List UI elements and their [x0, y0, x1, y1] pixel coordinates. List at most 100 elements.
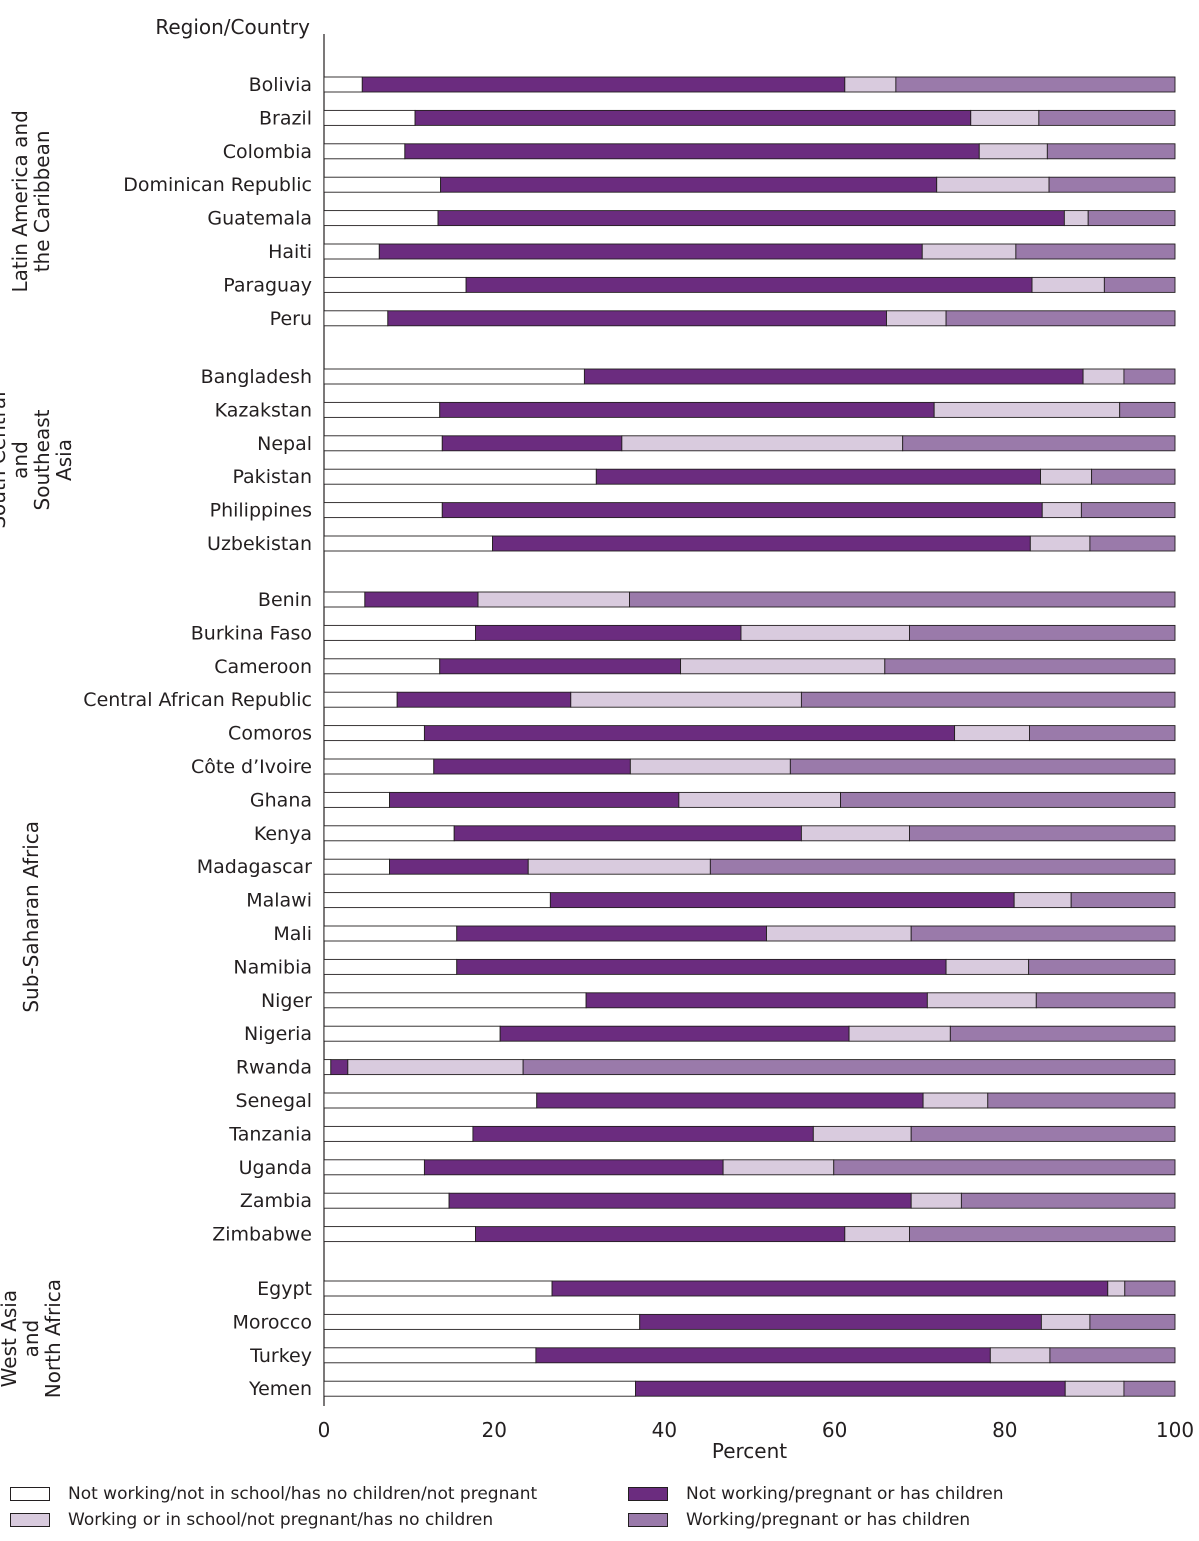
bar-segment-4 — [1015, 243, 1176, 260]
bar-segment-2 — [441, 435, 623, 452]
x-tick-label: 80 — [992, 1418, 1017, 1442]
bar-segment-4 — [1035, 992, 1176, 1009]
category-label: Ghana — [250, 789, 312, 811]
bar-segment-4 — [910, 925, 1176, 942]
bar-segment-4 — [1119, 401, 1176, 418]
bar-segment-4 — [910, 1125, 1176, 1142]
group-label: and — [19, 1320, 43, 1358]
bar-segment-1 — [323, 658, 441, 675]
bar-segment-2 — [423, 1159, 724, 1176]
bar-segment-1 — [323, 825, 455, 842]
bar-segment-4 — [709, 858, 1176, 875]
legend-label-1: Not working/not in school/has no childre… — [68, 1484, 538, 1504]
bar-segment-1 — [323, 1280, 553, 1297]
bar-segment-4 — [1029, 725, 1176, 742]
bar-segment-3 — [1107, 1280, 1126, 1297]
bar-segment-4 — [522, 1059, 1176, 1076]
group-label: and — [8, 441, 32, 479]
x-tick-label: 40 — [652, 1418, 677, 1442]
bar-segment-1 — [323, 791, 390, 808]
bar-segment-4 — [1046, 143, 1176, 160]
bar-segment-2 — [585, 992, 928, 1009]
bar-segment-3 — [477, 591, 630, 608]
x-tick-label: 100 — [1156, 1418, 1194, 1442]
category-label: Benin — [258, 589, 312, 611]
bar-segment-3 — [926, 992, 1037, 1009]
bar-segment-4 — [789, 758, 1176, 775]
legend-label-4: Working/pregnant or has children — [686, 1510, 971, 1530]
bar-segment-2 — [441, 502, 1043, 519]
category-label: Senegal — [236, 1090, 312, 1112]
bar-segment-3 — [844, 76, 897, 93]
group-label: Southeast — [30, 409, 54, 510]
bar-segment-2 — [456, 958, 947, 975]
bar-segment-4 — [1123, 1380, 1176, 1397]
bar-segment-1 — [323, 1313, 641, 1330]
bar-segment-3 — [1063, 210, 1089, 227]
bar-segment-2 — [404, 143, 980, 160]
bar-segment-3 — [921, 243, 1017, 260]
bar-segment-4 — [1080, 502, 1176, 519]
legend-item-1: Not working/not in school/has no childre… — [10, 1484, 537, 1504]
category-label: Bolivia — [249, 74, 312, 96]
bar-segment-4 — [1038, 109, 1176, 126]
bar-segment-2 — [439, 658, 682, 675]
category-label: Pakistan — [232, 466, 312, 488]
bar-segment-3 — [910, 1192, 962, 1209]
bar-segment-2 — [433, 758, 631, 775]
group-label: the Caribbean — [30, 130, 54, 272]
bar-segment-4 — [1103, 276, 1176, 293]
bar-segment-1 — [323, 992, 587, 1009]
bar-segment-2 — [595, 468, 1041, 485]
bar-segment-1 — [323, 243, 380, 260]
category-label: Burkina Faso — [191, 622, 312, 644]
category-label: Kenya — [254, 823, 312, 845]
category-label: Niger — [261, 990, 312, 1012]
bar-segment-4 — [1048, 176, 1176, 193]
category-label: Malawi — [246, 890, 312, 912]
legend-label-3: Working or in school/not pregnant/has no… — [68, 1510, 494, 1530]
bar-segment-3 — [1064, 1380, 1125, 1397]
bar-segment-3 — [954, 725, 1030, 742]
bar-segment-2 — [378, 243, 923, 260]
group-label: Sub-Saharan Africa — [19, 821, 43, 1013]
x-axis-label: Percent — [712, 1439, 787, 1463]
bar-segment-3 — [936, 176, 1050, 193]
category-label: Turkey — [249, 1345, 312, 1367]
bar-segment-2 — [475, 1226, 846, 1243]
group-label: Latin America and — [8, 110, 32, 292]
bar-segment-2 — [492, 535, 1031, 552]
bar-segment-2 — [535, 1347, 991, 1364]
bar-segment-1 — [323, 276, 467, 293]
group-label: North Africa — [41, 1279, 65, 1398]
bar-segment-4 — [960, 1192, 1176, 1209]
bar-segment-1 — [323, 535, 493, 552]
bar-segment-3 — [678, 791, 842, 808]
bar-segment-3 — [1013, 892, 1072, 909]
bar-segment-1 — [323, 143, 406, 160]
legend-swatch-4 — [628, 1513, 668, 1527]
bar-segment-1 — [323, 109, 416, 126]
category-label: Haiti — [268, 241, 312, 263]
group-label: Asia — [52, 439, 76, 481]
category-label: Yemen — [248, 1378, 312, 1400]
bar-segment-2 — [439, 401, 935, 418]
legend-item-4: Working/pregnant or has children — [628, 1510, 970, 1530]
bar-segment-3 — [989, 1347, 1051, 1364]
bar-segment-3 — [848, 1025, 951, 1042]
bar-segment-1 — [323, 958, 458, 975]
bar-segment-2 — [448, 1192, 912, 1209]
bar-segment-3 — [1082, 368, 1125, 385]
category-label: Tanzania — [228, 1123, 312, 1145]
bar-segment-4 — [895, 76, 1176, 93]
bar-segment-4 — [987, 1092, 1176, 1109]
bar-segment-1 — [323, 368, 585, 385]
category-header: Region/Country — [155, 15, 310, 39]
category-label: Namibia — [233, 956, 312, 978]
bar-segment-3 — [970, 109, 1040, 126]
category-label: Cameroon — [214, 656, 312, 678]
bar-segment-4 — [1070, 892, 1176, 909]
bar-segment-3 — [1029, 535, 1091, 552]
category-label: Bangladesh — [201, 366, 312, 388]
